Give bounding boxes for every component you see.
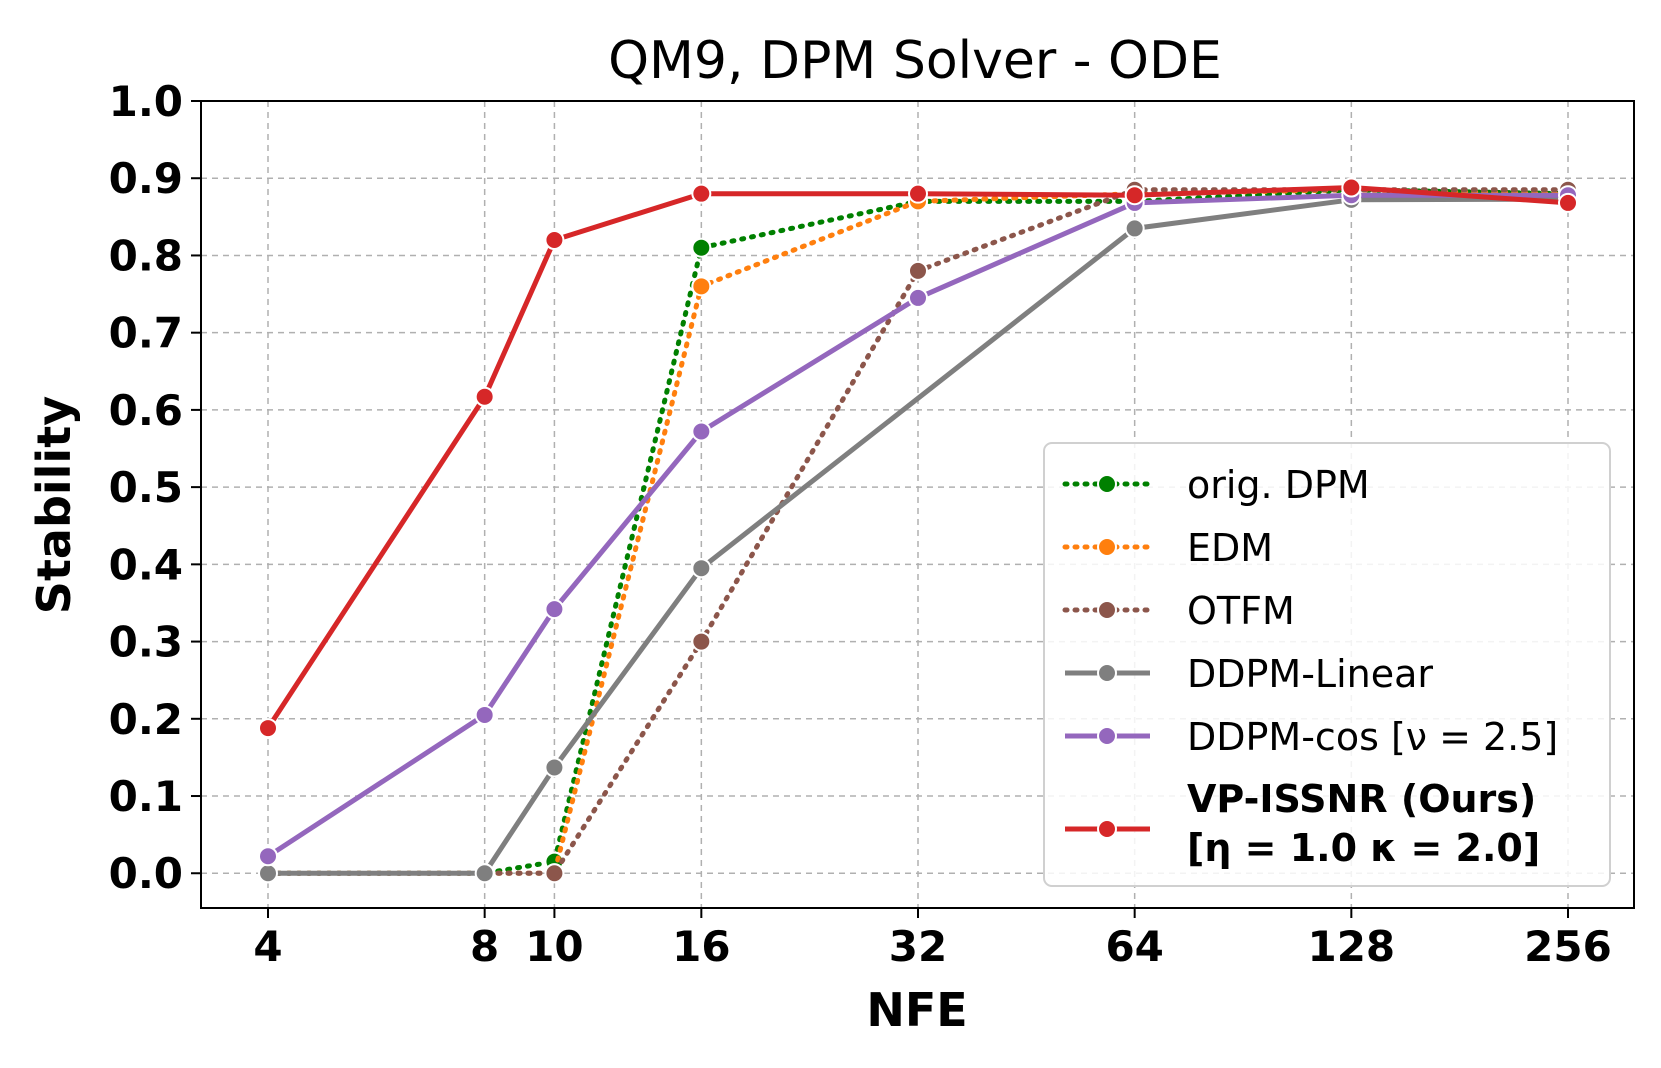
legend-marker	[1097, 819, 1117, 839]
data-point	[908, 287, 928, 308]
legend-marker	[1097, 726, 1117, 746]
x-tick-label: 10	[525, 922, 583, 971]
data-point	[474, 386, 495, 407]
y-tick-label: 1.0	[109, 77, 183, 126]
data-point	[544, 757, 565, 778]
legend-item: EDM	[1062, 526, 1273, 570]
y-tick-label: 0.6	[109, 386, 183, 435]
data-point	[1124, 185, 1145, 206]
data-point	[691, 631, 712, 652]
legend-marker	[1097, 537, 1117, 557]
legend-item: DDPM-Linear	[1065, 652, 1433, 696]
legend-item: orig. DPM	[1062, 463, 1370, 507]
y-tick-label: 0.5	[109, 463, 183, 512]
data-point	[544, 230, 565, 251]
legend-marker	[1097, 663, 1117, 683]
data-point	[1124, 218, 1145, 239]
data-point	[474, 704, 495, 725]
x-tick-label: 4	[253, 922, 282, 971]
series-line	[266, 192, 1568, 859]
data-point	[258, 718, 278, 739]
axis-ticks: 4 8 10 16 32 64 128 256 0.0 0.1 0.2 0.3 0.4 0.5 0.6 0.7…	[109, 77, 1612, 971]
data-point	[691, 558, 712, 579]
data-point	[544, 863, 565, 884]
legend-marker	[1097, 474, 1117, 494]
x-tick-label: 8	[470, 922, 499, 971]
data-point	[258, 863, 278, 884]
y-tick-label: 0.0	[109, 849, 183, 898]
data-point	[474, 863, 495, 884]
y-tick-label: 0.8	[109, 231, 183, 280]
x-tick-label: 32	[889, 922, 947, 971]
legend-marker	[1097, 600, 1117, 620]
data-point	[691, 421, 712, 442]
x-tick-label: 128	[1307, 922, 1395, 971]
data-point	[691, 183, 712, 204]
data-point	[691, 237, 712, 258]
legend-label: DDPM-Linear	[1187, 652, 1433, 696]
y-tick-label: 0.1	[109, 772, 183, 821]
legend-label: OTFM	[1187, 589, 1295, 633]
y-axis-label: Stability	[27, 396, 81, 614]
plot-frame	[200, 100, 1635, 909]
data-point	[258, 846, 278, 867]
legend-label: orig. DPM	[1187, 463, 1370, 507]
x-tick-label: 16	[672, 922, 730, 971]
chart-title: QM9, DPM Solver - ODE	[608, 31, 1222, 91]
x-axis-label: NFE	[866, 983, 967, 1037]
series-line	[265, 185, 1569, 730]
legend: orig. DPM EDM OTFM DDPM-Linear DDPM-cos [ν =…	[1043, 442, 1611, 887]
x-tick-label: 256	[1524, 922, 1612, 971]
data-point	[1558, 192, 1578, 213]
data-point	[544, 599, 565, 620]
legend-item: VP-ISSNR (Ours) [η = 1.0 κ = 2.0]	[1065, 777, 1540, 870]
series-group	[258, 177, 1578, 884]
y-tick-label: 0.3	[109, 618, 183, 667]
series-5	[258, 177, 1578, 739]
y-tick-label: 0.9	[109, 154, 183, 203]
data-point	[908, 183, 928, 204]
data-point	[691, 276, 712, 297]
x-tick-label: 64	[1105, 922, 1163, 971]
legend-label: EDM	[1187, 526, 1273, 570]
legend-item: DDPM-cos [ν = 2.5]	[1065, 715, 1558, 759]
y-tick-label: 0.7	[109, 309, 183, 358]
data-point	[1341, 177, 1362, 198]
y-tick-label: 0.2	[109, 695, 183, 744]
y-tick-label: 0.4	[109, 540, 183, 589]
legend-item: OTFM	[1062, 589, 1295, 633]
legend-box	[1043, 442, 1611, 887]
legend-label: VP-ISSNR (Ours)	[1187, 777, 1536, 821]
legend-label: DDPM-cos [ν = 2.5]	[1187, 715, 1558, 759]
data-point	[908, 260, 928, 281]
legend-label-line2: [η = 1.0 κ = 2.0]	[1187, 826, 1540, 870]
